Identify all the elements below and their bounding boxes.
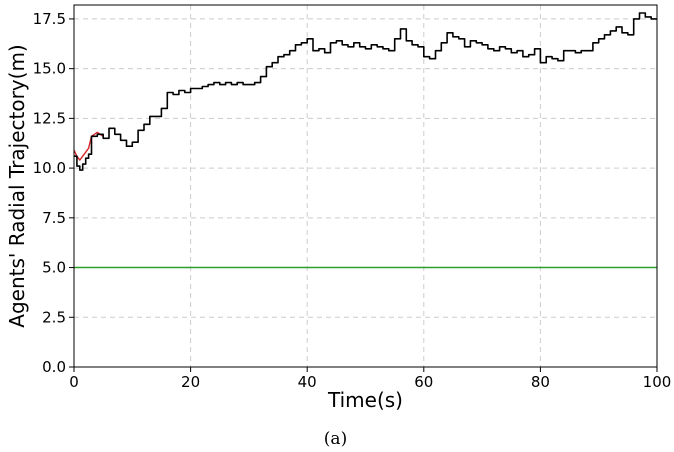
y-tick-label: 17.5 [33,10,66,28]
y-tick-label: 0.0 [42,358,66,376]
x-tick-label: 20 [181,373,200,391]
y-tick-label: 5.0 [42,259,66,277]
y-tick-label: 10.0 [33,159,66,177]
x-tick-label: 100 [643,373,672,391]
x-tick-label: 0 [69,373,79,391]
series-line-2 [74,12,657,171]
series-layer [73,12,657,269]
series-line-1 [73,131,104,161]
y-tick-label: 2.5 [42,308,66,326]
y-tick-label: 15.0 [33,60,66,78]
ticks [69,18,658,372]
x-tick-label: 60 [414,373,433,391]
y-tick-label: 7.5 [42,209,66,227]
grid [73,5,658,368]
x-tick-label: 80 [531,373,550,391]
figure-caption: (a) [324,429,347,449]
tick-labels: 0 20 40 60 80 100 0.0 2.5 5.0 7.5 10.0 12.5 15.0 17.5 [33,10,672,391]
x-axis-label: Time(s) [327,388,403,412]
y-tick-label: 12.5 [33,109,66,127]
y-axis-label: Agents' Radial Trajectory(m) [5,44,29,327]
x-tick-label: 40 [298,373,317,391]
plot-frame [73,4,658,368]
